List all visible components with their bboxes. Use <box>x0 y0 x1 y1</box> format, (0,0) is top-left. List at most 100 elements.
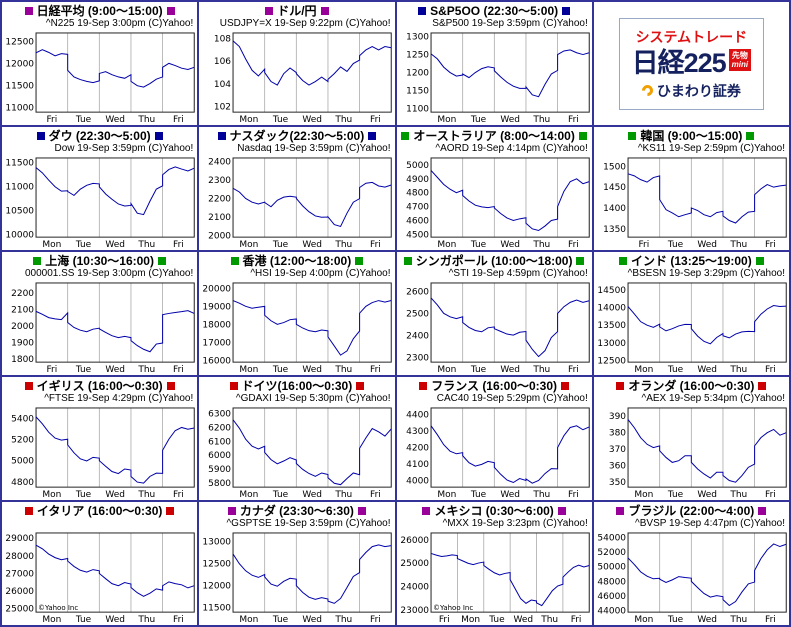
svg-text:Fri: Fri <box>47 115 58 125</box>
svg-text:16000: 16000 <box>203 356 232 366</box>
svg-text:4500: 4500 <box>406 230 429 240</box>
title-marker-icon <box>357 507 366 515</box>
chart-title: 日経平均 (9:00～15:00) <box>36 4 163 18</box>
chart-cell-shanghai[interactable]: 上海 (10:30～16:00) 000001.SS 19-Sep 3:00pm… <box>2 252 198 375</box>
svg-text:106: 106 <box>214 57 231 67</box>
ad-banner-himawari[interactable]: システムトレード 日経225 先物 mini ひまわり証券 <box>593 2 789 125</box>
chart-cell-brazil[interactable]: ブラジル (22:00～4:00) ^BVSP 19-Sep 4:47pm (C… <box>593 502 789 625</box>
svg-text:18000: 18000 <box>203 320 232 330</box>
chart-subtitle: ^KS11 19-Sep 2:59pm (C)Yahoo! <box>637 143 785 154</box>
chart-cell-canada[interactable]: カナダ (23:30～6:30) ^GSPTSE 19-Sep 3:59pm (… <box>199 502 395 625</box>
chart-title: ドル/円 <box>277 4 317 18</box>
title-marker-icon <box>755 257 764 265</box>
chart-cell-hongkong[interactable]: 香港 (12:00～18:00) ^HSI 19-Sep 4:00pm (C)Y… <box>199 252 395 375</box>
chart-cell-nikkei[interactable]: 日経平均 (9:00～15:00) ^N225 19-Sep 3:00pm (C… <box>2 2 198 125</box>
chart-cell-italy[interactable]: イタリア (16:00～0:30) 29000 28000 27000 26000 25… <box>2 502 198 625</box>
svg-text:350: 350 <box>609 478 626 488</box>
chart-title: フランス (16:00～0:30) <box>431 379 558 393</box>
svg-text:Tue: Tue <box>667 490 684 500</box>
ad-badge-top: 先物 <box>731 50 748 60</box>
line-chart: 14500 14000 13500 13000 12500 Mon Tue Wed Thu Fri <box>594 280 789 375</box>
chart-cell-india[interactable]: インド (13:25～19:00) ^BSESN 19-Sep 3:29pm (… <box>593 252 789 375</box>
svg-text:©Yahoo Inc: ©Yahoo Inc <box>433 604 473 612</box>
svg-text:1300: 1300 <box>406 33 429 43</box>
chart-subtitle: ^STI 19-Sep 4:59pm (C)Yahoo! <box>448 268 588 279</box>
line-chart: 26000 25000 24000 23000 Fri Mon Tue Wed Thu Fri ©Y… <box>397 530 592 625</box>
svg-text:25000: 25000 <box>5 605 34 615</box>
line-chart: 54000 52000 50000 48000 46000 44000 Mon Tue Wed T… <box>594 530 789 625</box>
chart-cell-dow[interactable]: ダウ (22:30～5:00) Dow 19-Sep 3:59pm (C)Yah… <box>2 127 198 250</box>
chart-subtitle: ^FTSE 19-Sep 4:29pm (C)Yahoo! <box>44 393 194 404</box>
svg-text:Fri: Fri <box>765 365 776 375</box>
chart-title: オーストラリア (8:00～14:00) <box>413 129 575 143</box>
svg-text:10000: 10000 <box>5 231 34 241</box>
svg-text:12500: 12500 <box>203 560 232 570</box>
svg-text:Mon: Mon <box>461 615 480 625</box>
ad-headline: システムトレード <box>635 28 748 45</box>
line-chart: 5000 4900 4800 4700 4600 4500 Mon Tue Wed Thu Fri <box>397 155 592 250</box>
svg-text:5000: 5000 <box>406 161 429 171</box>
svg-text:Tue: Tue <box>75 615 92 625</box>
svg-text:1350: 1350 <box>603 225 626 235</box>
chart-cell-nasdaq[interactable]: ナスダック(22:30～5:00) Nasdaq 19-Sep 3:59pm (… <box>199 127 395 250</box>
chart-cell-netherlands[interactable]: オランダ (16:00～0:30) ^AEX 19-Sep 5:34pm (C)… <box>593 377 789 500</box>
svg-text:Thu: Thu <box>137 240 155 250</box>
svg-text:Thu: Thu <box>532 115 550 125</box>
svg-text:26000: 26000 <box>400 536 429 546</box>
chart-title-bar: オランダ (16:00～0:30) <box>594 377 789 393</box>
chart-cell-uk[interactable]: イギリス (16:00～0:30) ^FTSE 19-Sep 4:29pm (C… <box>2 377 198 500</box>
svg-text:Wed: Wed <box>105 240 125 250</box>
svg-text:19000: 19000 <box>203 302 232 312</box>
chart-cell-sp500[interactable]: S&P5OO (22:30～5:00) S&P500 19-Sep 3:59pm… <box>396 2 592 125</box>
svg-text:Tue: Tue <box>272 615 289 625</box>
chart-cell-australia[interactable]: オーストラリア (8:00～14:00) ^AORD 19-Sep 4:14pm… <box>396 127 592 250</box>
svg-text:2200: 2200 <box>11 289 34 299</box>
svg-text:1150: 1150 <box>406 87 429 97</box>
chart-title: 上海 (10:30～16:00) <box>45 254 154 268</box>
chart-subtitle: Nasdaq 19-Sep 3:59pm (C)Yahoo! <box>237 143 391 154</box>
svg-text:Fri: Fri <box>568 365 579 375</box>
svg-text:5200: 5200 <box>11 436 34 446</box>
svg-text:Tue: Tue <box>272 115 289 125</box>
svg-text:Thu: Thu <box>335 615 353 625</box>
line-chart: 6300 6200 6100 6000 5900 5800 Mon Tue Wed Thu Fri <box>199 405 394 500</box>
chart-subtitle: ^AEX 19-Sep 5:34pm (C)Yahoo! <box>641 393 785 404</box>
title-marker-icon <box>419 382 428 390</box>
svg-text:Wed: Wed <box>513 615 533 625</box>
chart-subtitle: CAC40 19-Sep 5:29pm (C)Yahoo! <box>436 393 588 404</box>
svg-text:11500: 11500 <box>203 604 232 614</box>
title-marker-icon <box>368 132 377 140</box>
svg-text:Fri: Fri <box>570 615 581 625</box>
svg-text:Wed: Wed <box>500 240 520 250</box>
ad-box[interactable]: システムトレード 日経225 先物 mini ひまわり証券 <box>618 17 765 110</box>
chart-cell-germany[interactable]: ドイツ(16:00～0:30) ^GDAXI 19-Sep 5:30pm (C)… <box>199 377 395 500</box>
svg-text:5000: 5000 <box>11 457 34 467</box>
chart-cell-mexico[interactable]: メキシコ (0:30～6:00) ^MXX 19-Sep 3:23pm (C)Y… <box>396 502 592 625</box>
chart-cell-france[interactable]: フランス (16:00～0:30) CAC40 19-Sep 5:29pm (C… <box>396 377 592 500</box>
svg-text:54000: 54000 <box>597 533 626 543</box>
svg-text:380: 380 <box>609 429 626 439</box>
chart-title-bar: ドイツ(16:00～0:30) <box>199 377 394 393</box>
svg-text:Mon: Mon <box>437 115 456 125</box>
line-chart: 2400 2300 2200 2100 2000 Mon Tue Wed Thu Fri <box>199 155 394 250</box>
ad-company-name: ひまわり証券 <box>656 82 741 99</box>
title-marker-icon <box>154 132 163 140</box>
svg-text:Fri: Fri <box>173 115 184 125</box>
svg-text:1500: 1500 <box>603 162 626 172</box>
svg-text:Wed: Wed <box>697 365 717 375</box>
svg-text:2500: 2500 <box>406 310 429 320</box>
chart-cell-korea[interactable]: 韓国 (9:00～15:00) ^KS11 19-Sep 2:59pm (C)Y… <box>593 127 789 250</box>
chart-title-bar: イギリス (16:00～0:30) <box>2 377 197 393</box>
svg-text:Thu: Thu <box>137 115 155 125</box>
chart-title-bar: イタリア (16:00～0:30) <box>2 502 197 518</box>
svg-text:390: 390 <box>609 412 626 422</box>
svg-text:Tue: Tue <box>75 490 92 500</box>
svg-text:14000: 14000 <box>597 304 626 314</box>
chart-cell-usdjpy[interactable]: ドル/円 USDJPY=X 19-Sep 9:22pm (C)Yahoo! 10… <box>199 2 395 125</box>
line-chart: 2200 2100 2000 1900 1800 Fri Tue Wed Thu Fri <box>2 280 197 375</box>
title-marker-icon <box>355 257 364 265</box>
svg-text:Thu: Thu <box>137 490 155 500</box>
title-marker-icon <box>320 7 329 15</box>
chart-cell-singapore[interactable]: シンガポール (10:00～18:00) ^STI 19-Sep 4:59pm … <box>396 252 592 375</box>
line-chart: 20000 19000 18000 17000 16000 Mon Tue Wed Thu Fri <box>199 280 394 375</box>
